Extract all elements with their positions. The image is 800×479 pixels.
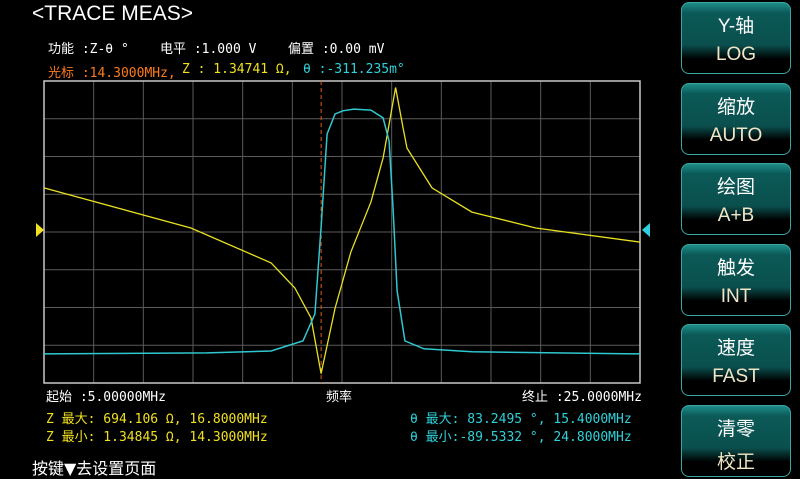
z-trace <box>43 87 641 374</box>
theta-reference-marker-icon <box>642 223 650 237</box>
z-max: Z 最大: 694.106 Ω, 16.8000MHz <box>46 412 268 427</box>
frequency-axis-label: 频率 <box>326 390 353 405</box>
bias-readout: 偏置 :0.00 mV <box>288 42 385 57</box>
button-label: 速度 <box>716 338 755 359</box>
plot-button[interactable]: 绘图 A+B <box>681 163 791 235</box>
trigger-button[interactable]: 触发 INT <box>681 244 791 316</box>
z-reference-marker-icon <box>36 223 44 237</box>
zero-calibration-button[interactable]: 清零 校正 <box>681 405 791 477</box>
z-min: Z 最小: 1.34845 Ω, 14.3000MHz <box>46 430 268 445</box>
page-title: <TRACE MEAS> <box>32 2 194 25</box>
button-value: 校正 <box>716 452 755 473</box>
button-value: FAST <box>712 366 760 387</box>
function-readout: 功能 :Z-θ ° <box>48 42 129 57</box>
button-value: AUTO <box>709 125 763 146</box>
button-value: A+B <box>717 205 755 226</box>
cursor-theta: θ :-311.235m° <box>303 62 405 77</box>
theta-min: θ 最小:-89.5332 °, 24.8000MHz <box>410 430 632 445</box>
stop-frequency[interactable]: 终止 :25.0000MHz <box>522 390 642 405</box>
button-value: INT <box>720 286 752 307</box>
button-label: 清零 <box>716 419 755 440</box>
cursor-z: Z : 1.34741 Ω, <box>182 62 292 77</box>
button-label: Y-轴 <box>717 16 755 37</box>
speed-button[interactable]: 速度 FAST <box>681 324 791 396</box>
grid <box>44 81 640 383</box>
hint-text: 按键▼去设置页面 <box>32 459 157 478</box>
button-label: 触发 <box>716 258 755 279</box>
plot-border <box>43 80 641 384</box>
cursor-freq: 光标 :14.3000MHz, <box>48 66 176 81</box>
zoom-button[interactable]: 缩放 AUTO <box>681 83 791 155</box>
start-frequency[interactable]: 起始 :5.00000MHz <box>46 390 166 405</box>
button-label: 绘图 <box>716 177 755 198</box>
level-readout: 电平 :1.000 V <box>160 42 257 57</box>
theta-trace <box>43 108 641 355</box>
y-axis-button[interactable]: Y-轴 LOG <box>681 2 791 74</box>
button-label: 缩放 <box>716 97 755 118</box>
button-value: LOG <box>715 44 757 65</box>
theta-max: θ 最大: 83.2495 °, 15.4000MHz <box>410 412 632 427</box>
